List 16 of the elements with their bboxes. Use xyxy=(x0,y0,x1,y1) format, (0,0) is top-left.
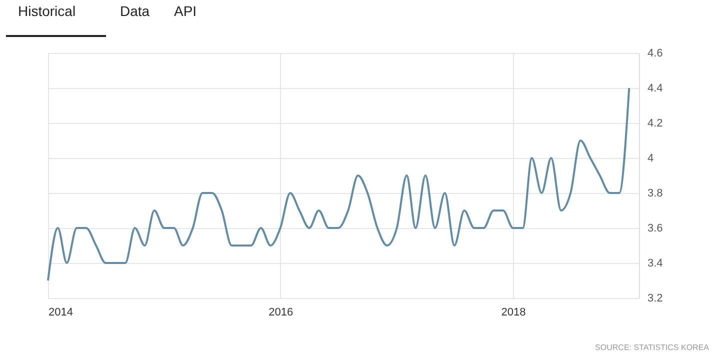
y-tick-label: 3.8 xyxy=(648,188,663,200)
line-series xyxy=(47,87,630,282)
y-tick-label: 3.2 xyxy=(648,292,663,304)
y-tick-label: 4.6 xyxy=(648,48,663,60)
source-note: SOURCE: STATISTICS KOREA xyxy=(595,343,710,352)
x-tick-label: 2018 xyxy=(501,306,526,318)
y-tick-label: 3.6 xyxy=(648,222,663,234)
x-tick-label: 2014 xyxy=(48,306,73,318)
x-tick-label: 2016 xyxy=(268,306,294,318)
text: Data xyxy=(120,3,150,19)
y-tick-label: 4 xyxy=(648,152,654,164)
y-tick-label: 4.4 xyxy=(648,82,663,94)
y-tick-label: 3.4 xyxy=(648,258,663,270)
text: Historical xyxy=(18,3,76,19)
y-tick-label: 4.2 xyxy=(648,118,663,130)
text: API xyxy=(174,3,197,19)
